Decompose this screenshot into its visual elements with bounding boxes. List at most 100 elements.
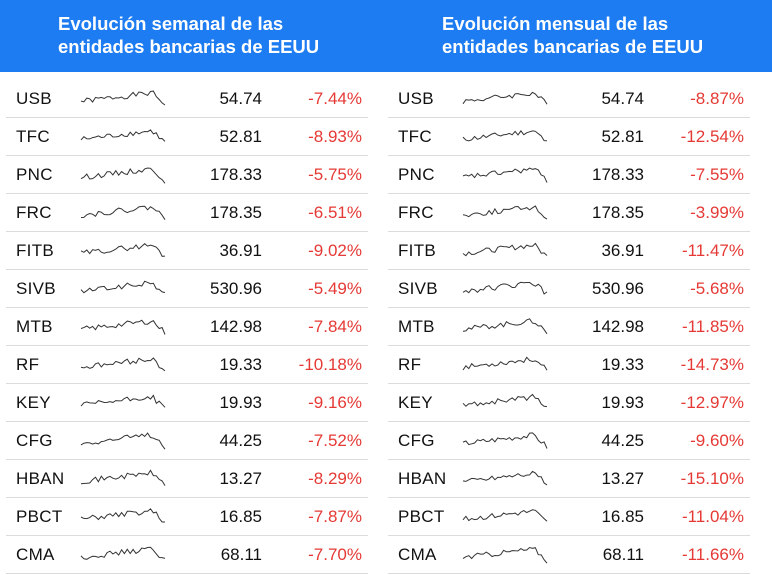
price-value: 44.25 [219, 431, 262, 450]
change-value: -12.54% [680, 127, 744, 146]
sparkline [80, 90, 166, 106]
ticker-label: FITB [16, 241, 55, 260]
price-value: 16.85 [601, 507, 644, 526]
monthly-title: Evolución mensual de las entidades banca… [442, 13, 704, 57]
change-value: -7.87% [308, 507, 362, 526]
sparkline-path [462, 509, 548, 522]
change-value: -9.02% [308, 241, 362, 260]
sparkline-path [462, 356, 548, 371]
ticker-label: PBCT [398, 507, 445, 526]
ticker-label: HBAN [398, 469, 447, 488]
table-row: FRC 178.35 -6.51% [6, 194, 368, 232]
table-row: USB 54.74 -8.87% [388, 80, 750, 118]
table-row: CFG 44.25 -9.60% [388, 422, 750, 460]
change-value: -8.93% [308, 127, 362, 146]
table-row: KEY 19.93 -9.16% [6, 384, 368, 422]
ticker-label: TFC [16, 127, 50, 146]
ticker-label: USB [398, 89, 434, 108]
sparkline-path [80, 243, 166, 257]
table-row: FITB 36.91 -9.02% [6, 232, 368, 270]
change-value: -15.10% [680, 469, 744, 488]
price-value: 178.33 [210, 165, 262, 184]
price-value: 44.25 [601, 431, 644, 450]
price-value: 36.91 [219, 241, 262, 260]
sparkline [80, 280, 166, 294]
change-value: -7.44% [308, 89, 362, 108]
change-value: -11.66% [681, 545, 744, 564]
table-row: RF 19.33 -10.18% [6, 346, 368, 384]
change-value: -3.99% [690, 203, 744, 222]
sparkline [462, 509, 548, 522]
price-value: 16.85 [219, 507, 262, 526]
sparkline [80, 432, 166, 450]
table-row: PBCT 16.85 -11.04% [388, 498, 750, 536]
table-row: PBCT 16.85 -7.87% [6, 498, 368, 536]
change-value: -8.87% [690, 89, 744, 108]
ticker-label: TFC [398, 127, 432, 146]
change-value: -7.55% [690, 165, 744, 184]
price-value: 142.98 [210, 317, 262, 336]
price-value: 13.27 [601, 469, 644, 488]
sparkline [80, 319, 166, 335]
sparkline [80, 469, 166, 486]
price-value: 19.93 [219, 393, 262, 412]
ticker-label: SIVB [16, 279, 56, 298]
header-banner: Evolución semanal de las entidades banca… [0, 0, 772, 72]
sparkline [80, 394, 166, 408]
sparkline [462, 281, 548, 295]
change-value: -8.29% [308, 469, 362, 488]
sparkline [462, 91, 548, 105]
ticker-label: CFG [398, 431, 435, 450]
change-value: -9.60% [690, 431, 744, 450]
change-value: -7.52% [308, 431, 362, 450]
sparkline-path [80, 469, 166, 486]
ticker-label: CMA [16, 545, 55, 564]
table-row: SIVB 530.96 -5.49% [6, 270, 368, 308]
sparkline [80, 129, 166, 142]
sparkline-path [462, 242, 548, 257]
sparkline [462, 356, 548, 371]
weekly-table: USB 54.74 -7.44% TFC 52.81 -8.93% PNC 178.33 -5.… [6, 80, 368, 574]
table-row: MTB 142.98 -7.84% [6, 308, 368, 346]
change-value: -5.75% [308, 165, 362, 184]
price-value: 68.11 [220, 545, 262, 564]
sparkline [80, 508, 165, 523]
table-row: SIVB 530.96 -5.68% [388, 270, 750, 308]
table-row: RF 19.33 -14.73% [388, 346, 750, 384]
sparkline-path [462, 546, 548, 564]
sparkline [462, 432, 548, 449]
price-value: 530.96 [592, 279, 644, 298]
ticker-label: CMA [398, 545, 437, 564]
table-row: PNC 178.33 -5.75% [6, 156, 368, 194]
change-value: -6.51% [308, 203, 362, 222]
sparkline-path [462, 470, 548, 486]
table-row: CMA 68.11 -11.66% [388, 536, 750, 574]
change-value: -11.85% [681, 317, 744, 336]
price-value: 142.98 [592, 317, 644, 336]
ticker-label: FRC [398, 203, 434, 222]
sparkline-path [462, 167, 548, 183]
sparkline-path [462, 130, 548, 142]
price-value: 54.74 [219, 89, 262, 108]
sparkline-path [80, 357, 166, 372]
table-row: PNC 178.33 -7.55% [388, 156, 750, 194]
ticker-label: MTB [16, 317, 53, 336]
ticker-label: FITB [398, 241, 437, 260]
ticker-label: PNC [398, 165, 435, 184]
sparkline [462, 318, 548, 335]
price-value: 530.96 [210, 279, 262, 298]
ticker-label: USB [16, 89, 52, 108]
price-value: 178.35 [592, 203, 644, 222]
sparkline [462, 205, 548, 220]
sparkline-path [462, 393, 548, 408]
price-value: 178.35 [210, 203, 262, 222]
ticker-label: KEY [398, 393, 433, 412]
ticker-label: SIVB [398, 279, 438, 298]
sparkline [80, 167, 166, 184]
ticker-label: HBAN [16, 469, 65, 488]
sparkline-path [80, 508, 165, 523]
price-value: 36.91 [601, 241, 644, 260]
sparkline-path [80, 167, 166, 184]
change-value: -7.70% [308, 545, 362, 564]
ticker-label: RF [16, 355, 40, 374]
